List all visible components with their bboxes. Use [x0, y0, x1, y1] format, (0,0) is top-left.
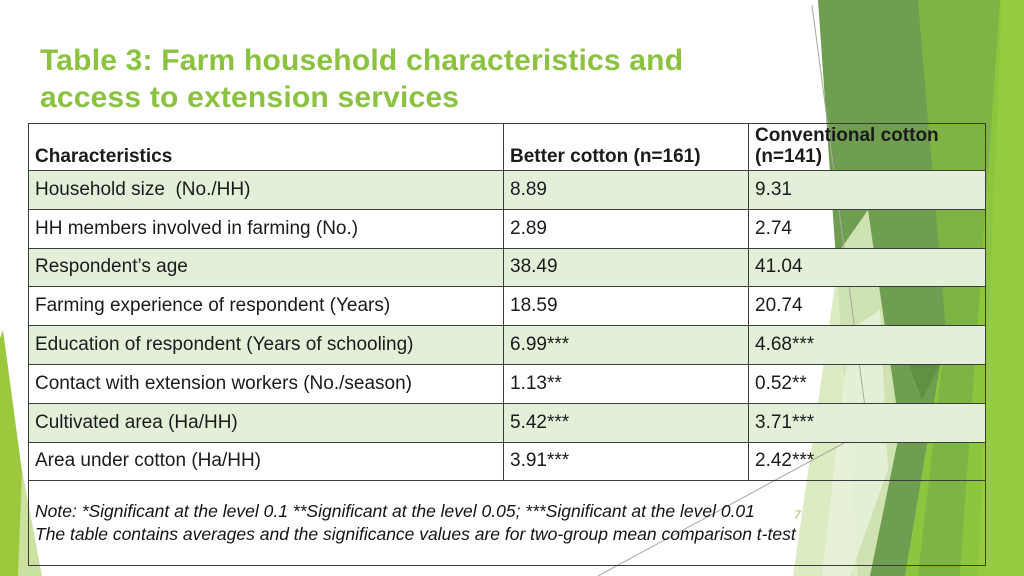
- better-cotton-value: 38.49: [503, 247, 749, 288]
- significance-note: Note: *Significant at the level 0.1 **Si…: [28, 480, 986, 567]
- table-note-row: Note: *Significant at the level 0.1 **Si…: [28, 480, 986, 567]
- col-header-conventional-cotton: Conventional cotton (n=141): [748, 123, 986, 171]
- row-label: Farming experience of respondent (Years): [28, 286, 504, 327]
- better-cotton-value: 1.13**: [503, 363, 749, 404]
- row-label: Cultivated area (Ha/HH): [28, 402, 504, 443]
- table-row: Farming experience of respondent (Years)…: [28, 286, 986, 327]
- table-row: Household size (No./HH) 8.89 9.31: [28, 170, 986, 210]
- conventional-cotton-value: 41.04: [748, 247, 986, 288]
- col-header-characteristics: Characteristics: [28, 123, 504, 171]
- page-number: 7: [794, 508, 801, 522]
- table-row: Area under cotton (Ha/HH) 3.91*** 2.42**…: [28, 441, 986, 482]
- farm-characteristics-table: Characteristics Better cotton (n=161) Co…: [28, 123, 986, 567]
- row-label: HH members involved in farming (No.): [28, 208, 504, 249]
- note-line-1: Note: *Significant at the level 0.1 **Si…: [35, 501, 755, 522]
- conventional-cotton-value: 4.68***: [748, 325, 986, 365]
- conventional-cotton-value: 0.52**: [748, 363, 986, 404]
- row-label: Respondent’s age: [28, 247, 504, 288]
- table-row: Education of respondent (Years of school…: [28, 325, 986, 365]
- conventional-cotton-value: 20.74: [748, 286, 986, 327]
- better-cotton-value: 8.89: [503, 170, 749, 210]
- row-label: Education of respondent (Years of school…: [28, 325, 504, 365]
- slide-title: Table 3: Farm household characteristics …: [40, 44, 684, 114]
- table-row: Respondent’s age 38.49 41.04: [28, 247, 986, 288]
- better-cotton-value: 5.42***: [503, 402, 749, 443]
- decor-bright-streak: [978, 0, 1024, 576]
- row-label: Contact with extension workers (No./seas…: [28, 363, 504, 404]
- col-header-better-cotton: Better cotton (n=161): [503, 123, 749, 171]
- conventional-cotton-value: 9.31: [748, 170, 986, 210]
- better-cotton-value: 6.99***: [503, 325, 749, 365]
- conventional-cotton-value: 2.42***: [748, 441, 986, 482]
- better-cotton-value: 3.91***: [503, 441, 749, 482]
- row-label: Household size (No./HH): [28, 170, 504, 210]
- note-line-2: The table contains averages and the sign…: [35, 524, 796, 545]
- table-row: Cultivated area (Ha/HH) 5.42*** 3.71***: [28, 402, 986, 443]
- conventional-cotton-value: 2.74: [748, 208, 986, 249]
- table-header-row: Characteristics Better cotton (n=161) Co…: [28, 123, 986, 171]
- better-cotton-value: 18.59: [503, 286, 749, 327]
- better-cotton-value: 2.89: [503, 208, 749, 249]
- table-row: HH members involved in farming (No.) 2.8…: [28, 208, 986, 249]
- table-row: Contact with extension workers (No./seas…: [28, 363, 986, 404]
- conventional-cotton-value: 3.71***: [748, 402, 986, 443]
- row-label: Area under cotton (Ha/HH): [28, 441, 504, 482]
